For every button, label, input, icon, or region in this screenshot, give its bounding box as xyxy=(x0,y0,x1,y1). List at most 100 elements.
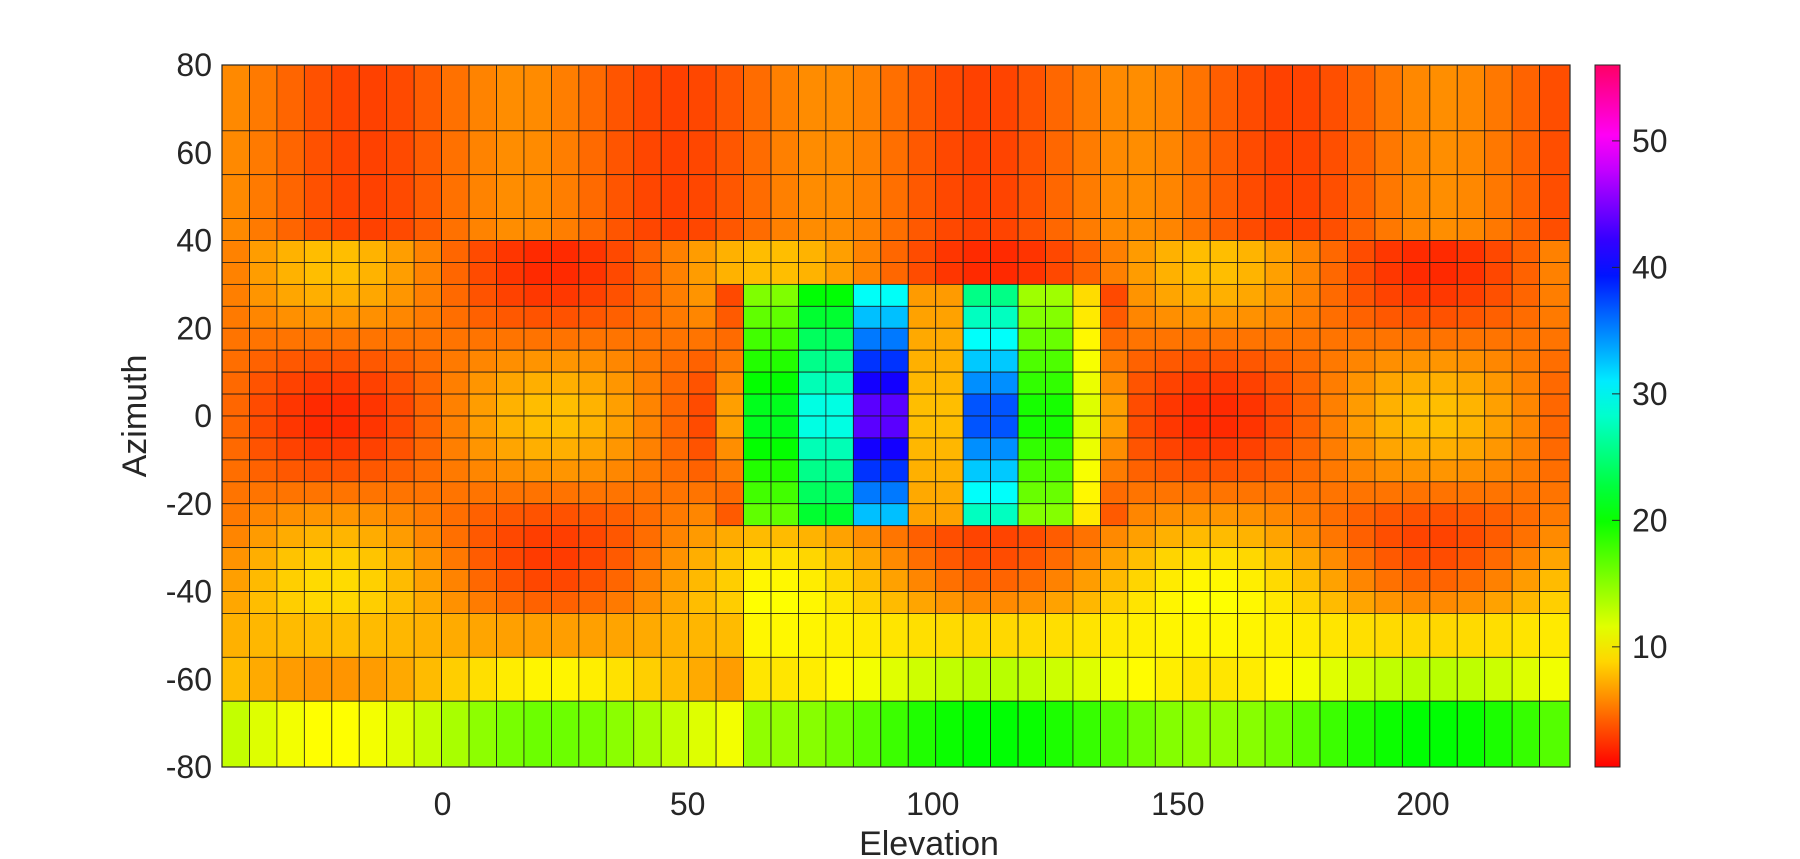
heatmap-cell xyxy=(496,240,525,263)
heatmap-cell xyxy=(1237,415,1266,439)
heatmap-cell xyxy=(852,459,882,483)
heatmap-cell xyxy=(221,459,250,483)
heatmap-cell xyxy=(523,393,552,417)
heatmap-cell xyxy=(1182,262,1211,285)
heatmap-cell xyxy=(962,437,992,461)
heatmap-cell xyxy=(496,569,525,592)
heatmap-cell xyxy=(1182,174,1211,219)
y-axis-ticks: 80 60 40 20 0 -20 -40 -60 -80 xyxy=(166,47,212,785)
heatmap-cell xyxy=(715,481,744,505)
heatmap-cell xyxy=(770,240,799,263)
heatmap-cell xyxy=(1209,371,1239,395)
heatmap-cell xyxy=(441,349,470,373)
heatmap-cell xyxy=(523,547,552,570)
heatmap-cell xyxy=(1484,481,1513,505)
heatmap-cell xyxy=(221,656,250,702)
heatmap-cell xyxy=(660,525,690,549)
heatmap-cell xyxy=(1347,283,1376,307)
heatmap-cell xyxy=(441,64,470,132)
heatmap-cell xyxy=(1429,613,1458,658)
heatmap-cell xyxy=(1127,547,1156,570)
heatmap-cell xyxy=(660,393,690,417)
heatmap-cell xyxy=(605,569,635,592)
heatmap-cell xyxy=(468,130,497,176)
heatmap-cell xyxy=(523,305,552,329)
heatmap-cell xyxy=(1072,130,1101,176)
heatmap-cell xyxy=(770,525,799,549)
heatmap-cell xyxy=(715,547,744,570)
heatmap-cell xyxy=(441,547,470,570)
heatmap-cell xyxy=(1045,371,1074,395)
heatmap-cell xyxy=(1347,240,1376,263)
heatmap-cell xyxy=(1484,130,1513,176)
heatmap-cell xyxy=(880,547,909,570)
heatmap-cell xyxy=(715,305,744,329)
heatmap-cell xyxy=(468,218,497,241)
heatmap-cell xyxy=(496,305,525,329)
heatmap-cell xyxy=(1264,481,1293,505)
heatmap-cell xyxy=(441,591,470,614)
heatmap-cell xyxy=(1511,349,1541,373)
heatmap-cell xyxy=(1154,327,1184,351)
heatmap-cell xyxy=(523,327,552,351)
heatmap-cell xyxy=(907,174,937,219)
heatmap-cell xyxy=(715,569,744,592)
heatmap-cell xyxy=(770,371,799,395)
heatmap-cell xyxy=(1511,459,1541,483)
heatmap-cell xyxy=(1401,327,1431,351)
heatmap-cell xyxy=(1456,481,1486,505)
heatmap-cell xyxy=(1374,283,1403,307)
heatmap-cell xyxy=(770,656,799,702)
heatmap-cell xyxy=(1072,656,1101,702)
heatmap-cell xyxy=(1072,700,1101,768)
heatmap-cell xyxy=(303,393,333,417)
heatmap-cell xyxy=(1045,64,1074,132)
heatmap-cell xyxy=(962,481,992,505)
heatmap-cell xyxy=(935,305,964,329)
heatmap-cell xyxy=(1539,218,1571,241)
heatmap-cell xyxy=(798,525,827,549)
heatmap-cell xyxy=(413,371,443,395)
heatmap-cell xyxy=(1127,591,1156,614)
heatmap-cell xyxy=(605,656,635,702)
heatmap-cell xyxy=(1182,613,1211,658)
heatmap-cell xyxy=(1429,415,1458,439)
heatmap-cell xyxy=(715,700,744,768)
heatmap-cell xyxy=(358,283,388,307)
heatmap-cell xyxy=(523,459,552,483)
heatmap-cell xyxy=(331,305,360,329)
heatmap-cell xyxy=(1374,130,1403,176)
heatmap-cell xyxy=(1237,459,1266,483)
heatmap-cell xyxy=(249,547,278,570)
heatmap-cell xyxy=(1264,218,1293,241)
heatmap-cell xyxy=(1264,437,1293,461)
heatmap-cell xyxy=(578,240,607,263)
heatmap-cell xyxy=(1100,656,1129,702)
heatmap-cell xyxy=(386,349,415,373)
heatmap-cell xyxy=(358,240,388,263)
heatmap-cell xyxy=(331,525,360,549)
heatmap-cell xyxy=(1429,481,1458,505)
heatmap-cell xyxy=(935,393,964,417)
heatmap-cell xyxy=(852,437,882,461)
heatmap-cell xyxy=(743,591,772,614)
heatmap-cell xyxy=(660,349,690,373)
heatmap-cell xyxy=(386,283,415,307)
heatmap-cell xyxy=(605,525,635,549)
heatmap-cell xyxy=(935,547,964,570)
heatmap-cell xyxy=(303,656,333,702)
heatmap-cell xyxy=(1209,700,1239,768)
heatmap-cell xyxy=(1539,371,1571,395)
heatmap-cell xyxy=(660,283,690,307)
heatmap-cell xyxy=(825,218,854,241)
heatmap-cell xyxy=(1100,503,1129,527)
heatmap-cell xyxy=(551,371,580,395)
heatmap-cell xyxy=(1127,327,1156,351)
heatmap-cell xyxy=(743,305,772,329)
heatmap-cell xyxy=(441,218,470,241)
heatmap-cell xyxy=(358,613,388,658)
heatmap-cell xyxy=(1347,130,1376,176)
heatmap-cell xyxy=(1100,700,1129,768)
heatmap-cell xyxy=(715,283,744,307)
heatmap-cell xyxy=(825,349,854,373)
